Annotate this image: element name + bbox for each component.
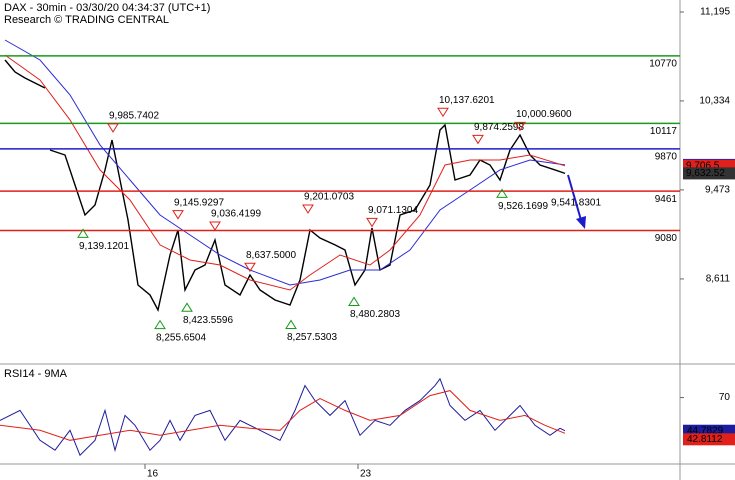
x-tick-label: 16	[147, 469, 159, 480]
last-value-box	[683, 433, 735, 446]
high-marker	[172, 210, 184, 220]
low-marker	[348, 296, 360, 306]
annotation-label: 8,637.5000	[246, 250, 296, 261]
high-marker	[472, 134, 484, 145]
annotation-label: 8,257.5303	[287, 332, 337, 343]
series-line	[0, 390, 566, 441]
annotation-label: 9,145.9297	[174, 197, 224, 208]
series-line	[4, 54, 566, 291]
low-marker	[181, 302, 193, 312]
annotation-label: 10,137.6201	[439, 95, 495, 106]
arrow-head	[576, 216, 586, 229]
annotation-label: 9,874.2598	[474, 122, 524, 133]
y-tick-label: 70	[719, 392, 731, 403]
annotation-label: 10,000.9600	[516, 109, 572, 120]
last-value-label: 44.7829	[687, 425, 724, 436]
series-line	[4, 59, 46, 89]
level-label: 9080	[655, 233, 678, 244]
price-marker-box	[683, 167, 735, 180]
series-line	[4, 39, 566, 286]
level-label: 9461	[655, 194, 678, 205]
high-marker	[366, 217, 378, 228]
low-marker	[154, 319, 166, 330]
annotation-label: 9,201.0703	[304, 192, 354, 203]
rsi-title: RSI14 - 9MA	[4, 368, 68, 380]
level-label: 9870	[655, 152, 678, 163]
high-marker	[302, 204, 314, 214]
series-line	[0, 377, 566, 457]
annotation-label: 9,541.8301	[551, 197, 601, 208]
annotation-label: 8,423.5596	[183, 315, 233, 326]
low-marker	[77, 228, 89, 238]
annotation-label: 9,526.1699	[498, 201, 548, 212]
high-marker	[244, 262, 256, 273]
y-tick-label: 9,473	[705, 185, 730, 196]
annotation-label: 9,985.7402	[109, 111, 159, 122]
forecast-arrow	[567, 174, 586, 229]
y-tick-label: 10,334	[699, 96, 730, 107]
level-label: 10117	[650, 126, 678, 137]
low-marker	[496, 188, 508, 198]
high-marker	[209, 221, 221, 231]
chart-title: DAX - 30min - 03/30/20 04:34:37 (UTC+1)	[4, 2, 210, 14]
high-marker	[107, 123, 119, 133]
annotation-label: 8,480.2803	[350, 309, 400, 320]
price-marker-label: 9,706.5	[686, 160, 720, 171]
level-label: 10770	[649, 59, 677, 70]
annotation-label: 8,255.6504	[156, 332, 206, 343]
annotation-label: 9,139.1201	[79, 241, 129, 252]
annotation-label: 9,036.4199	[211, 209, 261, 220]
chart-subtitle: Research © TRADING CENTRAL	[4, 14, 169, 26]
x-tick-label: 23	[360, 469, 372, 480]
low-marker	[285, 319, 297, 329]
price-marker-label: 9,632.52	[686, 168, 725, 179]
arrow-shaft	[567, 174, 582, 221]
high-marker	[437, 107, 449, 118]
annotation-label: 9,071.1304	[368, 205, 418, 216]
last-value-label: 42.8112	[687, 434, 723, 445]
y-tick-label: 8,611	[706, 274, 731, 285]
y-tick-label: 11,195	[700, 7, 730, 18]
high-marker	[514, 121, 526, 132]
